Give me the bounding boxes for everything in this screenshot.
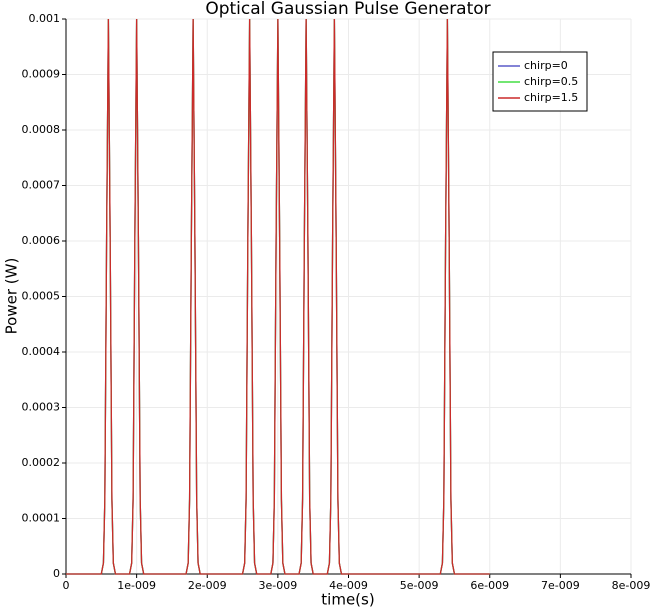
y-tick-label: 0.0009 — [22, 68, 61, 81]
y-tick-label: 0.0005 — [22, 290, 61, 303]
y-axis-label: Power (W) — [3, 258, 21, 335]
series-line — [66, 18, 490, 575]
y-tick-label: 0.0003 — [22, 401, 61, 414]
x-tick-label: 4e-009 — [329, 579, 368, 592]
x-tick-label: 5e-009 — [400, 579, 439, 592]
legend-label: chirp=0 — [524, 59, 568, 72]
legend-label: chirp=0.5 — [524, 75, 578, 88]
x-tick-label: 6e-009 — [470, 579, 509, 592]
y-tick-label: 0.0004 — [22, 345, 61, 358]
x-tick-label: 0 — [63, 579, 70, 592]
x-tick-label: 2e-009 — [188, 579, 227, 592]
y-tick-label: 0.0007 — [22, 179, 61, 192]
y-tick-label: 0.0001 — [22, 512, 61, 525]
x-tick-label: 7e-009 — [541, 579, 580, 592]
y-tick-label: 0 — [53, 567, 60, 580]
y-tick-label: 0.0002 — [22, 456, 61, 469]
x-tick-label: 8e-009 — [612, 579, 650, 592]
chart-title: Optical Gaussian Pulse Generator — [205, 0, 490, 19]
legend: chirp=0 chirp=0.5 chirp=1.5 — [492, 51, 588, 112]
y-tick-label: 0.0006 — [22, 234, 61, 247]
x-tick-label: 3e-009 — [259, 579, 298, 592]
y-tick-label: 0.0008 — [22, 123, 61, 136]
x-axis-label: time(s) — [321, 591, 374, 609]
y-tick-label: 0.001 — [29, 12, 61, 25]
x-tick-label: 1e-009 — [117, 579, 156, 592]
legend-label: chirp=1.5 — [524, 91, 578, 104]
